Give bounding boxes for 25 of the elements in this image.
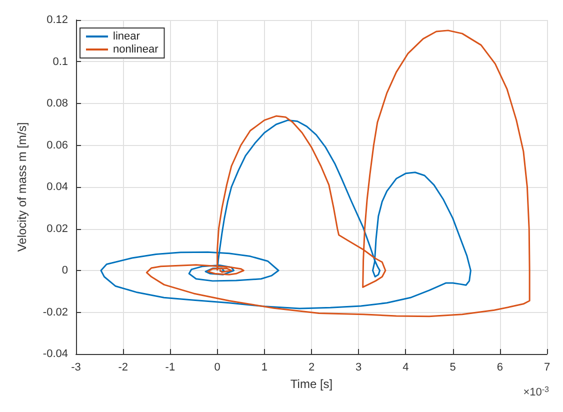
y-tick-label: -0.04 (42, 348, 68, 360)
y-tick-label: 0.04 (46, 181, 68, 193)
x-tick-label: 1 (261, 362, 268, 374)
x-tick-label: 0 (214, 362, 220, 374)
y-tick-label: 0.1 (52, 56, 68, 68)
x-tick-label: -3 (71, 362, 81, 374)
legend-label: linear (113, 30, 140, 42)
y-tick-label: 0 (62, 264, 68, 276)
y-tick-label: 0.08 (46, 98, 68, 110)
y-tick-label: 0.02 (46, 222, 68, 235)
x-tick-label: 7 (544, 362, 550, 374)
x-tick-label: 2 (308, 362, 315, 374)
x-axis-title: Time [s] (290, 377, 333, 391)
x-tick-label: -1 (165, 362, 176, 374)
x-tick-label: 3 (356, 362, 362, 374)
x-tick-label: -2 (118, 362, 128, 374)
x-tick-label: 6 (496, 362, 503, 374)
y-tick-label: -0.02 (42, 306, 68, 318)
y-axis-title: Velocity of mass m [m/s] (15, 122, 29, 252)
x-tick-label: 4 (402, 362, 409, 374)
line-series (100, 119, 472, 310)
y-tick-label: 0.12 (46, 14, 68, 26)
y-tick-label: 0.06 (46, 139, 68, 152)
x-tick-label: 5 (450, 362, 456, 374)
legend-label: nonlinear (113, 44, 159, 56)
